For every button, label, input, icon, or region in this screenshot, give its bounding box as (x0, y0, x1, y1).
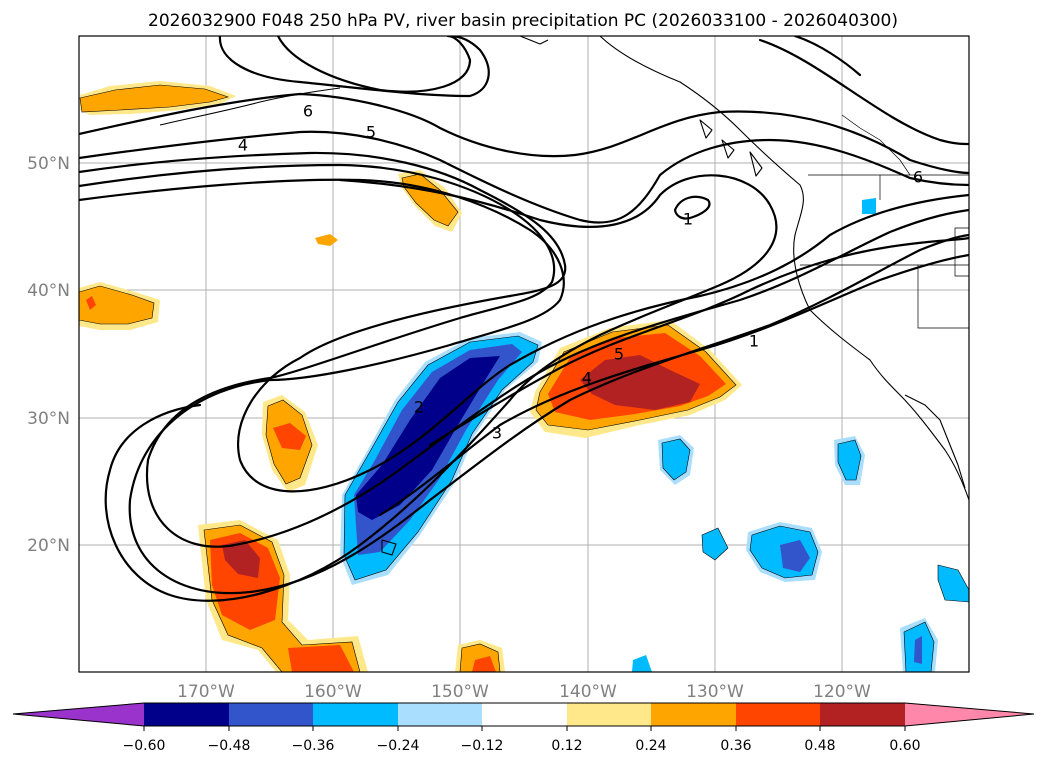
lon-label: 120°W (813, 682, 871, 702)
coastline-aleutians (159, 87, 341, 126)
colorbar-swatch (736, 703, 820, 726)
latitude-labels: 50°N 40°N 30°N 20°N (27, 154, 70, 556)
shading-negative-cyan (862, 198, 876, 214)
lon-label: 170°W (177, 682, 235, 702)
shading-positive-orange (79, 84, 230, 113)
plot-title: 2026032900 F048 250 hPa PV, river basin … (148, 11, 898, 31)
lat-label: 20°N (27, 536, 70, 556)
coastlines (159, 36, 969, 556)
contour-label: 5 (614, 345, 624, 364)
shading-negative-cyan (632, 655, 652, 672)
colorbar-tick-label: −0.60 (123, 738, 166, 754)
shading-negative-navy (356, 356, 500, 520)
shading-negative-blue (780, 540, 810, 572)
pv-contour-labels: 6 5 4 1 6 1 5 4 2 3 (238, 102, 923, 443)
shading-negative-cyan (701, 527, 729, 561)
political-borders (800, 114, 969, 329)
contour-label: 6 (303, 102, 313, 121)
colorbar-tick-label: −0.24 (377, 738, 420, 754)
pv-contour-1-closed (673, 195, 711, 220)
border-canada-provinces (841, 114, 911, 176)
shading-positive-red (472, 656, 496, 672)
colorbar-extend-low (13, 703, 144, 726)
contour-label: 4 (582, 369, 592, 388)
coastline-hawaii (381, 539, 397, 556)
colorbar: −0.60 −0.48 −0.36 −0.24 −0.12 0.12 0.24 … (12, 702, 1035, 754)
colorbar-swatch (651, 703, 736, 726)
pv-contours (79, 36, 969, 602)
colorbar-tick-label: 0.36 (720, 738, 751, 754)
coastline-alaska-fragment (519, 36, 549, 45)
colorbar-swatch (229, 703, 313, 726)
colorbar-tick-label: −0.12 (461, 738, 504, 754)
lat-label: 40°N (27, 281, 70, 301)
coastline-baja (904, 394, 966, 489)
pv-contour-0-5 (378, 253, 969, 517)
shading-positive-orange (79, 285, 155, 325)
colorbar-swatch (482, 703, 567, 726)
pv-contour-1 (104, 174, 778, 602)
contour-label: 3 (492, 424, 502, 443)
pv-contour-7-tail (793, 36, 862, 77)
coastline-islands (699, 119, 763, 177)
colorbar-tick-label: 0.48 (804, 738, 835, 754)
colorbar-extend-high (905, 703, 1034, 726)
lat-label: 50°N (27, 154, 70, 174)
coastline-north-america (599, 36, 969, 501)
contour-label: 1 (683, 210, 693, 229)
precipitation-shading (79, 81, 969, 672)
lon-label: 140°W (559, 682, 617, 702)
colorbar-swatch (313, 703, 398, 726)
pv-contour-5 (79, 130, 969, 224)
shading-positive-orange (315, 234, 338, 246)
shading-positive-darkred (222, 540, 260, 578)
colorbar-swatch (820, 703, 905, 726)
pv-contour-7-inner (276, 36, 472, 93)
lon-label: 150°W (431, 682, 489, 702)
shading-positive-darkred (580, 355, 700, 410)
contour-label: 1 (749, 332, 759, 351)
longitude-labels: 170°W 160°W 150°W 140°W 130°W 120°W (177, 682, 871, 702)
shading-positive-red (288, 645, 354, 672)
colorbar-tick-label: 0.60 (889, 738, 920, 754)
contour-label: 5 (366, 123, 376, 142)
colorbar-tick-label: 0.24 (635, 738, 666, 754)
border-us-states (800, 175, 969, 329)
colorbar-tick-label: −0.36 (292, 738, 335, 754)
colorbar-swatch (144, 703, 229, 726)
shading-positive-red (86, 296, 96, 310)
colorbar-tick-label: −0.48 (208, 738, 251, 754)
lon-label: 160°W (304, 682, 362, 702)
colorbar-swatch (398, 703, 482, 726)
colorbar-swatch (567, 703, 651, 726)
contour-label: 4 (238, 136, 248, 155)
shading-negative-cyan (837, 439, 862, 481)
shading-negative-cyan (661, 438, 691, 481)
pv-contour-6 (79, 92, 969, 175)
pv-contour-7-east (758, 38, 969, 146)
contour-label: 2 (414, 398, 424, 417)
lon-label: 130°W (686, 682, 744, 702)
colorbar-tick-label: 0.12 (551, 738, 582, 754)
map-frame (78, 35, 970, 673)
contour-label: 6 (913, 168, 923, 187)
pv-contour-7-arc (218, 36, 490, 98)
lat-label: 30°N (27, 409, 70, 429)
shading-negative-blue (914, 636, 922, 664)
pv-contour-4 (79, 151, 969, 493)
pv-contour-1b (428, 236, 969, 447)
shading-negative-cyan (937, 564, 969, 603)
shading-positive-red (273, 423, 306, 450)
map-area: 6 5 4 1 6 1 5 4 2 3 (78, 35, 970, 673)
